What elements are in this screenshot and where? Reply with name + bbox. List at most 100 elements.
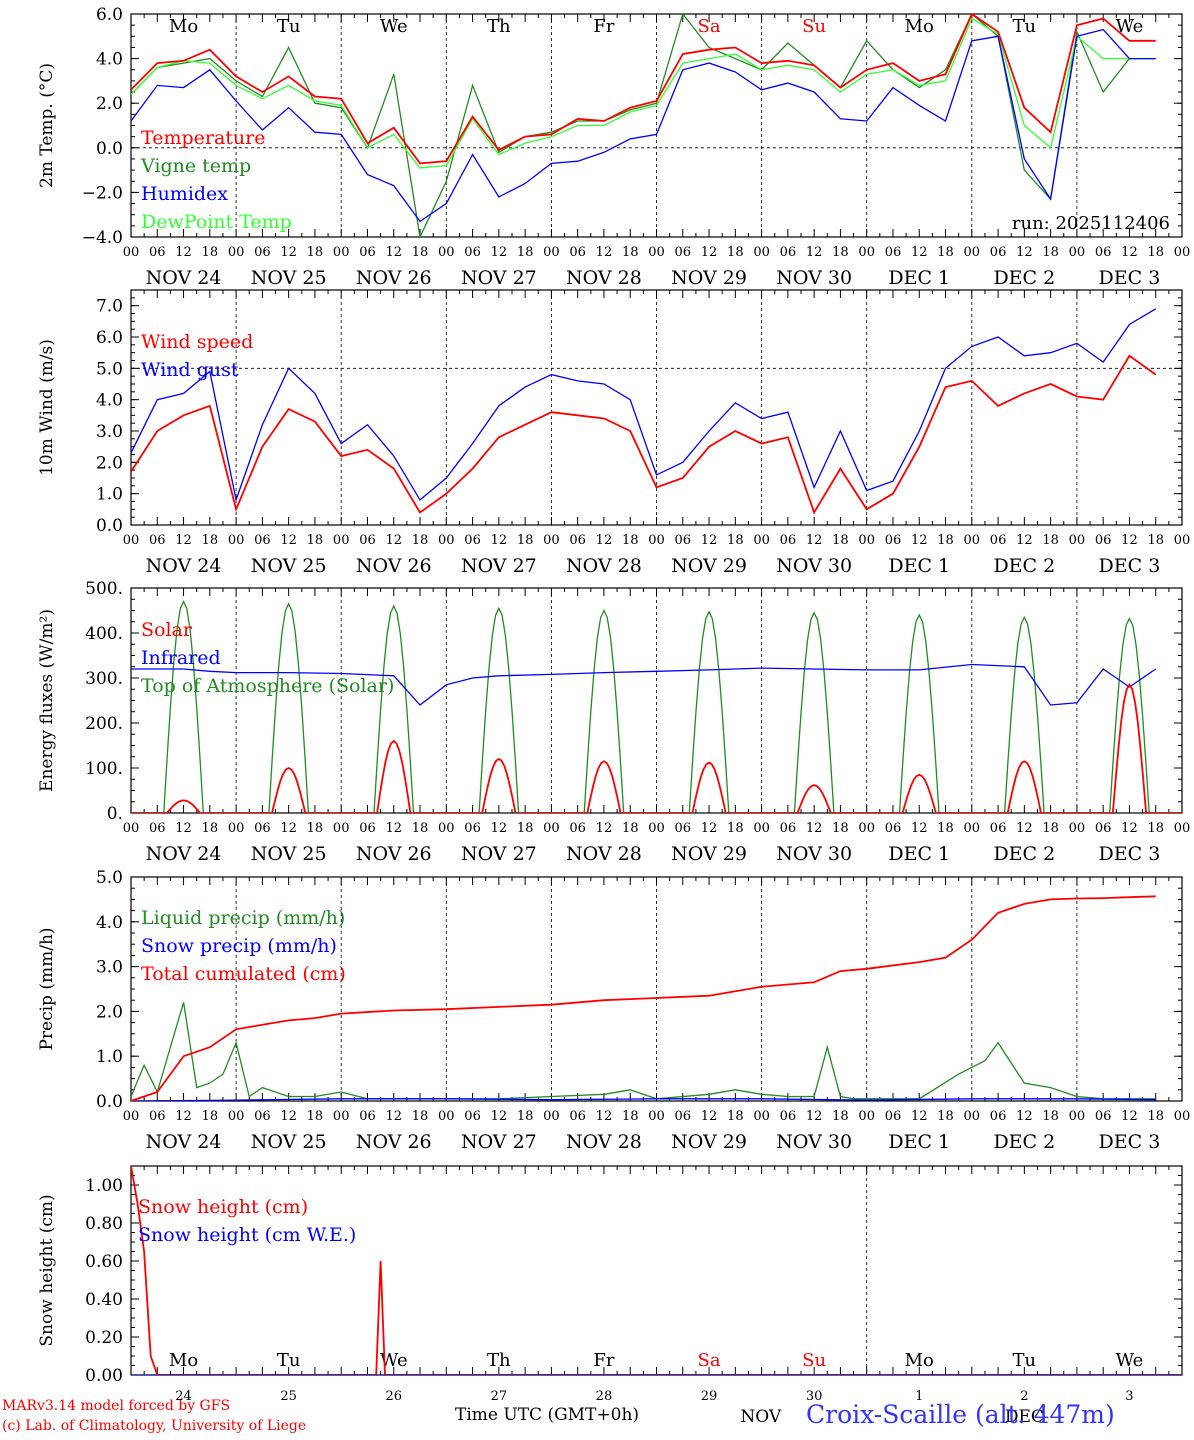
y-tick-label: 400. (85, 624, 123, 644)
series-line-3 (131, 28, 1156, 223)
series-line-0 (131, 599, 1182, 813)
date-label: DEC 1 (888, 843, 950, 865)
date-label: NOV 28 (566, 843, 642, 865)
hour-tick-label: 00 (438, 1109, 455, 1124)
hour-tick-label: 06 (359, 533, 376, 548)
y-axis-label: Energy fluxes (W/m²) (37, 609, 57, 792)
date-label: DEC 3 (1099, 267, 1161, 289)
hour-tick-label: 06 (359, 245, 376, 260)
credit-line-1: MARv3.14 model forced by GFS (2, 1398, 231, 1414)
hour-tick-label: 06 (1095, 1109, 1112, 1124)
hour-tick-label: 12 (806, 1109, 823, 1124)
date-label: NOV 28 (566, 555, 642, 577)
date-label: DEC 3 (1099, 843, 1161, 865)
y-axis-label: Snow height (cm) (37, 1194, 57, 1346)
y-tick-label: 1.00 (85, 1176, 123, 1196)
hour-tick-label: 06 (990, 245, 1007, 260)
y-tick-label: 6.0 (96, 5, 123, 25)
legend-entry: Snow height (cm) (138, 1196, 308, 1218)
hour-tick-label: 18 (727, 821, 744, 836)
day-name-label: Su (802, 1350, 826, 1371)
day-name-label: Mo (169, 1350, 198, 1371)
hour-tick-label: 00 (123, 821, 140, 836)
date-label: DEC 1 (888, 555, 950, 577)
day-name-label: We (380, 16, 408, 37)
date-label: NOV 28 (566, 267, 642, 289)
hour-tick-label: 06 (569, 533, 586, 548)
hour-tick-label: 18 (1147, 533, 1164, 548)
legend-entry: Liquid precip (mm/h) (141, 907, 345, 929)
y-tick-label: 100. (85, 759, 123, 779)
hour-tick-label: 12 (596, 245, 613, 260)
date-label: DEC 2 (993, 1131, 1055, 1153)
y-tick-label: 500. (85, 579, 123, 599)
hour-tick-label: 00 (1069, 1109, 1086, 1124)
date-label: NOV 30 (776, 843, 852, 865)
hour-tick-label: 18 (1147, 1109, 1164, 1124)
hour-tick-label: 00 (333, 245, 350, 260)
day-name-label: We (380, 1350, 408, 1371)
hour-tick-label: 00 (1174, 821, 1191, 836)
date-label: NOV 25 (251, 555, 327, 577)
credit-line-2: (c) Lab. of Climatology, University of L… (2, 1418, 307, 1434)
hour-tick-label: 12 (280, 245, 297, 260)
hour-tick-label: 06 (675, 1109, 692, 1124)
hour-tick-label: 12 (1121, 245, 1138, 260)
hour-tick-label: 06 (359, 821, 376, 836)
date-label: NOV 25 (251, 1131, 327, 1153)
hour-tick-label: 12 (1121, 1109, 1138, 1124)
hour-tick-label: 00 (438, 821, 455, 836)
hour-tick-label: 06 (675, 533, 692, 548)
y-tick-label: −2.0 (82, 183, 123, 203)
hour-tick-label: 18 (832, 245, 849, 260)
day-number-label: 2 (1020, 1389, 1028, 1404)
day-name-label: Tu (1013, 1350, 1037, 1371)
hour-tick-label: 00 (123, 245, 140, 260)
hour-tick-label: 06 (464, 1109, 481, 1124)
run-label: run: 2025112406 (1012, 213, 1170, 234)
hour-tick-label: 12 (911, 821, 928, 836)
hour-tick-label: 18 (412, 821, 429, 836)
date-label: DEC 1 (888, 1131, 950, 1153)
hour-tick-label: 06 (149, 821, 166, 836)
hour-tick-label: 06 (569, 821, 586, 836)
date-label: NOV 27 (461, 267, 537, 289)
hour-tick-label: 12 (1121, 821, 1138, 836)
hour-tick-label: 00 (648, 821, 665, 836)
date-label: NOV 30 (776, 555, 852, 577)
x-axis-title: Time UTC (GMT+0h) (455, 1405, 640, 1425)
hour-tick-label: 00 (858, 1109, 875, 1124)
y-tick-label: 4.0 (96, 391, 123, 411)
hour-tick-label: 00 (543, 821, 560, 836)
hour-tick-label: 12 (491, 1109, 508, 1124)
hour-tick-label: 18 (307, 821, 324, 836)
hour-tick-label: 12 (1121, 533, 1138, 548)
hour-tick-label: 00 (753, 821, 770, 836)
hour-tick-label: 18 (517, 533, 534, 548)
hour-tick-label: 18 (937, 245, 954, 260)
y-tick-label: 5.0 (96, 359, 123, 379)
y-axis-label: 2m Temp. (°C) (37, 63, 57, 188)
hour-tick-label: 00 (543, 533, 560, 548)
hour-tick-label: 12 (385, 245, 402, 260)
date-label: DEC 1 (888, 267, 950, 289)
day-name-label: Sa (698, 1350, 721, 1371)
hour-tick-label: 00 (964, 821, 981, 836)
y-tick-label: 0.60 (85, 1252, 123, 1272)
hour-tick-label: 06 (464, 533, 481, 548)
day-name-label: Fr (593, 16, 614, 37)
hour-tick-label: 12 (701, 245, 718, 260)
hour-tick-label: 18 (622, 533, 639, 548)
panel-3: 5.0 4.0 3.0 2.0 1.0 0.0 Precip (mm/h) 00 06 12 18 0… (37, 868, 1190, 1153)
hour-tick-label: 00 (858, 245, 875, 260)
series-line-1 (131, 663, 1157, 706)
hour-tick-label: 12 (280, 821, 297, 836)
y-tick-label: 0.0 (96, 139, 123, 159)
hour-tick-label: 12 (491, 533, 508, 548)
day-number-label: 26 (385, 1389, 402, 1404)
date-label: NOV 27 (461, 555, 537, 577)
hour-tick-label: 06 (885, 245, 902, 260)
hour-tick-label: 12 (911, 533, 928, 548)
date-label: NOV 29 (671, 267, 747, 289)
hour-tick-label: 06 (464, 821, 481, 836)
